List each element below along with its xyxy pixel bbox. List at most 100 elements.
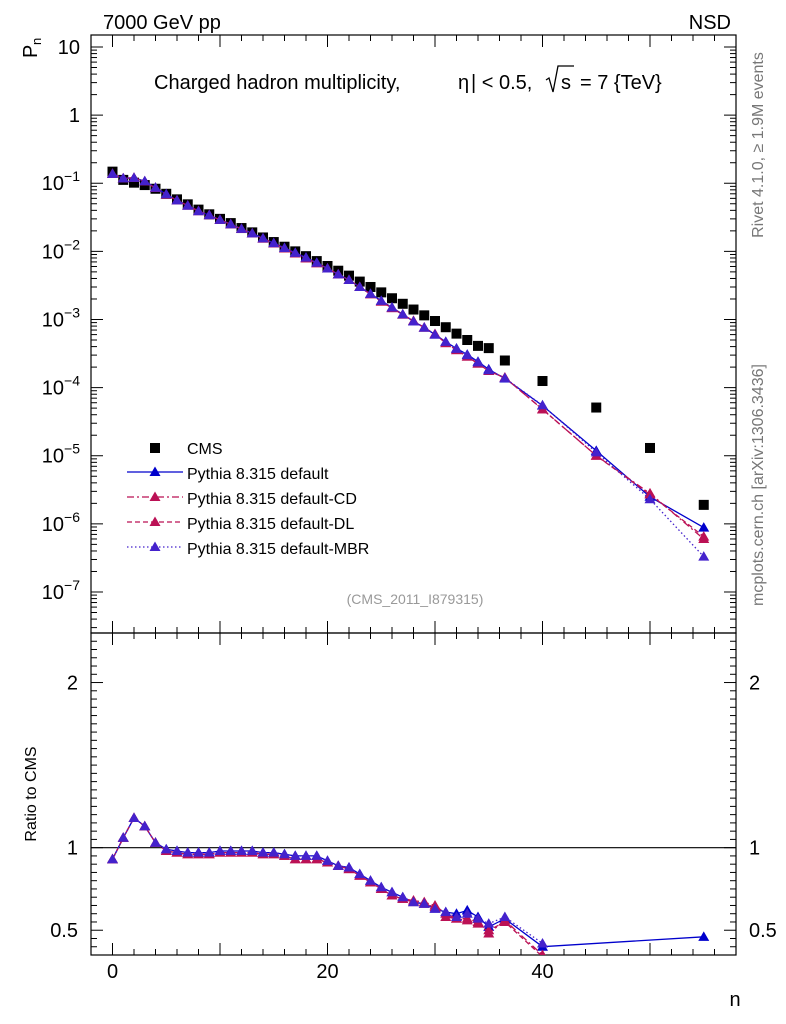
data-point bbox=[387, 293, 397, 304]
ratio-point bbox=[139, 820, 151, 831]
data-point bbox=[451, 328, 462, 339]
data-point bbox=[698, 522, 710, 532]
ratio-point bbox=[171, 845, 183, 855]
ratio-point bbox=[193, 847, 204, 857]
data-point bbox=[644, 493, 656, 504]
svg-text:Charged hadron multiplicity,: Charged hadron multiplicity, bbox=[154, 72, 400, 94]
ratio-series-0 bbox=[107, 812, 710, 951]
ratio-point bbox=[182, 847, 194, 857]
main-ytick-label: 10−1 bbox=[42, 168, 80, 195]
data-point bbox=[289, 247, 301, 257]
ratio-ytick-label-right: 0.5 bbox=[749, 920, 777, 942]
main-ytick-label: 10−7 bbox=[42, 577, 80, 604]
ratio-point bbox=[365, 875, 376, 885]
ratio-point bbox=[408, 896, 419, 907]
main-ytick-labels: 10 1 10−1 10−2 10−3 10−4 10−5 10−6 10−7 bbox=[42, 37, 80, 604]
ratio-line bbox=[111, 816, 543, 955]
legend-label: Pythia 8.315 default-DL bbox=[187, 516, 354, 533]
analysis-id: (CMS_2011_I879315) bbox=[347, 591, 484, 607]
x-tick-label: 40 bbox=[531, 961, 553, 983]
ratio-series-2 bbox=[107, 812, 545, 955]
ratio-point bbox=[268, 847, 280, 857]
ratio-ylabel: Ratio to CMS bbox=[23, 746, 40, 841]
ratio-ytick-label-right: 1 bbox=[749, 838, 760, 860]
legend-marker bbox=[149, 491, 161, 501]
data-point bbox=[365, 288, 376, 298]
series-4 bbox=[107, 168, 710, 561]
ratio-point bbox=[150, 837, 161, 847]
data-point bbox=[375, 295, 387, 305]
data-point bbox=[451, 343, 462, 353]
ratio-point bbox=[418, 898, 430, 908]
ratio-series bbox=[107, 812, 710, 955]
ratio-point bbox=[483, 918, 495, 928]
ratio-point bbox=[311, 850, 323, 860]
main-axis-ticks bbox=[90, 35, 737, 645]
ratio-point bbox=[440, 911, 452, 922]
data-point bbox=[397, 308, 409, 319]
legend-item: Pythia 8.315 default-DL bbox=[127, 516, 354, 533]
ratio-ytick-label-left: 0.5 bbox=[50, 920, 78, 942]
sqrt-sign-icon bbox=[545, 65, 574, 93]
ratio-point bbox=[332, 860, 344, 870]
x-tick-label: 20 bbox=[316, 961, 338, 983]
data-point bbox=[418, 322, 430, 332]
ratio-point bbox=[397, 891, 409, 902]
ratio-point bbox=[300, 850, 312, 860]
x-axis-label: n bbox=[729, 989, 740, 1011]
ratio-point bbox=[107, 853, 118, 864]
data-point bbox=[537, 399, 548, 410]
data-point bbox=[354, 281, 366, 291]
data-point bbox=[182, 200, 194, 210]
ratio-point bbox=[375, 881, 387, 892]
ratio-point bbox=[429, 903, 441, 913]
svg-text:s: s bbox=[561, 72, 571, 94]
legend: CMS Pythia 8.315 default Pythia 8.315 defa… bbox=[127, 441, 369, 558]
rivet-label: Rivet 4.1.0, ≥ 1.9M events bbox=[750, 52, 767, 238]
data-point bbox=[473, 340, 483, 351]
ratio-point bbox=[128, 812, 140, 822]
ratio-line bbox=[111, 816, 704, 948]
legend-marker bbox=[149, 516, 161, 526]
ratio-point bbox=[499, 916, 511, 926]
data-point bbox=[150, 182, 161, 192]
data-point bbox=[440, 322, 451, 333]
data-point bbox=[537, 376, 548, 387]
ratio-ytick-label-left: 2 bbox=[67, 673, 78, 695]
legend-label: CMS bbox=[187, 441, 223, 458]
data-point bbox=[499, 355, 510, 366]
data-point bbox=[591, 402, 602, 413]
data-point bbox=[419, 310, 430, 321]
data-point bbox=[698, 551, 710, 561]
legend-item: Pythia 8.315 default bbox=[127, 466, 329, 483]
ratio-series-3 bbox=[107, 812, 548, 948]
ratio-point bbox=[257, 847, 269, 857]
main-ytick-label: 1 bbox=[69, 105, 80, 127]
main-ytick-label: 10−2 bbox=[42, 236, 80, 263]
data-point bbox=[129, 177, 139, 188]
data-point bbox=[107, 168, 118, 178]
data-point bbox=[139, 175, 151, 186]
legend-marker bbox=[150, 443, 160, 453]
data-point bbox=[300, 252, 312, 262]
ratio-ytick-label-left: 1 bbox=[67, 838, 78, 860]
ratio-point bbox=[440, 906, 452, 917]
legend-label: Pythia 8.315 default-CD bbox=[187, 491, 357, 508]
ratio-point bbox=[225, 845, 237, 855]
data-point bbox=[257, 232, 269, 243]
data-point bbox=[203, 209, 215, 220]
data-point bbox=[322, 263, 333, 273]
data-point bbox=[590, 446, 602, 457]
ratio-point bbox=[203, 847, 215, 857]
ratio-point bbox=[483, 924, 495, 935]
data-point bbox=[193, 205, 204, 216]
series-2 bbox=[107, 168, 710, 543]
data-point bbox=[376, 287, 387, 298]
main-ytick-label: 10−5 bbox=[42, 441, 80, 468]
legend-label: Pythia 8.315 default-MBR bbox=[187, 541, 369, 558]
data-point bbox=[160, 188, 172, 199]
data-point bbox=[246, 227, 258, 238]
data-point bbox=[483, 364, 495, 375]
ratio-point bbox=[214, 845, 226, 855]
